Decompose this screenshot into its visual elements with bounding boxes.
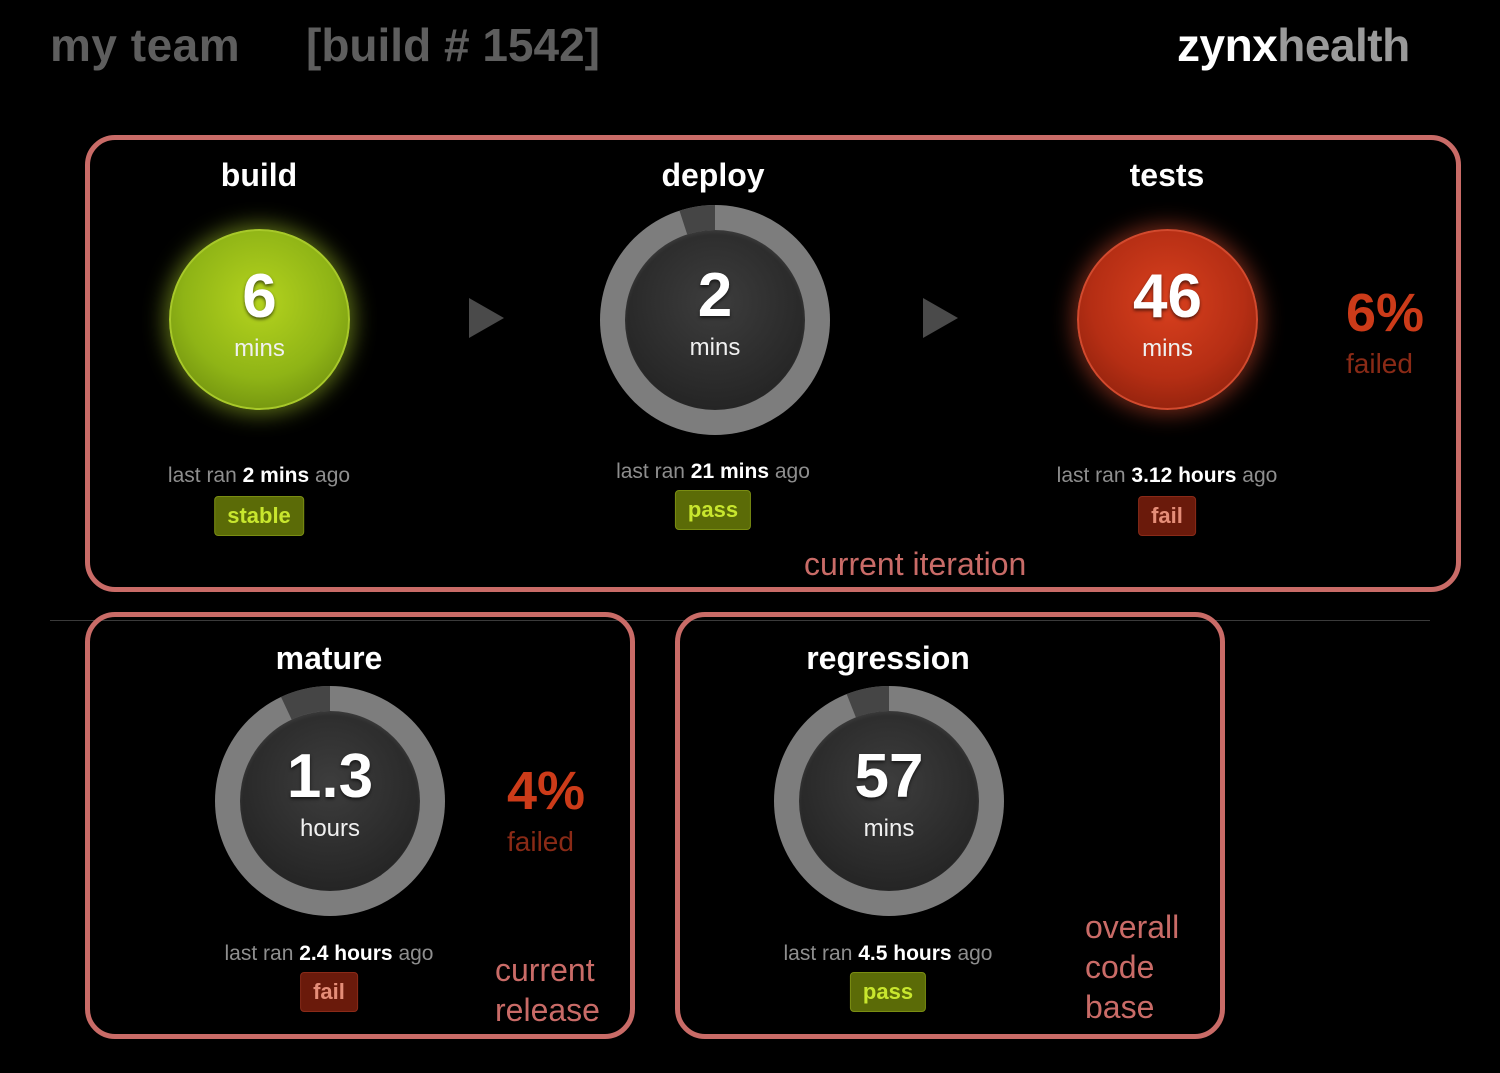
build-last-ran: last ran 2 mins ago — [168, 464, 350, 488]
caption-line: current — [495, 952, 595, 988]
build-title: build — [220, 157, 298, 193]
ring-remaining-arc — [281, 686, 331, 720]
last-ran-suffix: ago — [398, 942, 434, 965]
current-iteration-caption: current iteration — [804, 546, 1027, 582]
regression-duration-unit: mins — [863, 815, 915, 842]
mature-last-ran: last ran 2.4 hours ago — [225, 942, 434, 966]
last-ran-suffix: ago — [774, 460, 810, 483]
arrow-right-icon — [923, 298, 958, 338]
deploy-duration-unit: mins — [689, 334, 741, 361]
deploy-progress-ring[interactable]: 2 mins — [600, 205, 830, 435]
last-ran-value: 2 mins — [242, 464, 310, 487]
mature-duration-value: 1.3 — [286, 742, 374, 811]
regression-status-badge[interactable]: pass — [849, 972, 927, 1012]
mature-duration-unit: hours — [299, 815, 361, 842]
caption-line: overall — [1085, 909, 1180, 945]
regression-center-disc: 57 mins — [799, 711, 979, 891]
progress-arc — [281, 686, 331, 720]
regression-last-ran: last ran 4.5 hours ago — [784, 942, 993, 966]
build-status-badge[interactable]: stable — [214, 496, 304, 536]
arrow-right-icon — [469, 298, 504, 338]
deploy-title: deploy — [661, 157, 765, 193]
deploy-last-ran: last ran 21 mins ago — [616, 460, 810, 484]
tests-title: tests — [1129, 157, 1205, 193]
tests-duration-unit: mins — [1142, 335, 1193, 362]
ring-remaining-arc — [679, 205, 716, 235]
section-divider — [50, 620, 1430, 621]
caption-line: code — [1085, 949, 1155, 985]
build-status-circle[interactable]: 6 mins — [169, 229, 350, 410]
mature-title: mature — [275, 640, 383, 676]
tests-status-badge[interactable]: fail — [1138, 496, 1196, 536]
last-ran-prefix: last ran — [167, 464, 237, 487]
last-ran-prefix: last ran — [783, 942, 853, 965]
tests-status-circle[interactable]: 46 mins — [1077, 229, 1258, 410]
last-ran-suffix: ago — [315, 464, 351, 487]
deploy-duration-value: 2 — [697, 261, 733, 330]
logo: zynxhealth — [1177, 18, 1410, 72]
logo-part-2: health — [1277, 19, 1410, 71]
last-ran-value: 21 mins — [690, 460, 770, 483]
last-ran-value: 4.5 hours — [858, 942, 952, 965]
last-ran-suffix: ago — [957, 942, 993, 965]
team-name: my team — [50, 19, 241, 71]
mature-failed-percent: 4% — [507, 761, 586, 821]
regression-title: regression — [806, 640, 970, 676]
deploy-status-badge[interactable]: pass — [674, 490, 752, 530]
progress-arc — [846, 686, 890, 718]
progress-arc — [679, 205, 716, 235]
caption-line: release — [495, 992, 600, 1028]
ring-remaining-arc — [846, 686, 890, 718]
mature-progress-ring[interactable]: 1.3 hours — [215, 686, 445, 916]
mature-status-badge[interactable]: fail — [300, 972, 358, 1012]
overall-code-base-caption: overall code base — [1085, 907, 1179, 1027]
tests-last-ran: last ran 3.12 hours ago — [1057, 464, 1278, 488]
current-iteration-panel — [85, 135, 1461, 592]
last-ran-prefix: last ran — [224, 942, 294, 965]
tests-failed-label: failed — [1346, 348, 1413, 379]
mature-center-disc: 1.3 hours — [240, 711, 420, 891]
last-ran-value: 3.12 hours — [1131, 464, 1237, 487]
last-ran-prefix: last ran — [616, 460, 685, 483]
build-duration-unit: mins — [234, 335, 285, 362]
overall-code-base-panel — [675, 612, 1225, 1039]
deploy-center-disc: 2 mins — [625, 230, 805, 410]
build-duration-value: 6 — [242, 262, 277, 331]
tests-failed-percent: 6% — [1346, 283, 1425, 343]
last-ran-suffix: ago — [1242, 464, 1278, 487]
caption-line: base — [1085, 989, 1155, 1025]
last-ran-prefix: last ran — [1056, 464, 1126, 487]
build-number: [build # 1542] — [306, 19, 600, 71]
regression-progress-ring[interactable]: 57 mins — [774, 686, 1004, 916]
tests-duration-value: 46 — [1133, 262, 1202, 331]
last-ran-value: 2.4 hours — [299, 942, 393, 965]
logo-part-1: zynx — [1177, 19, 1278, 71]
mature-failed-label: failed — [507, 826, 574, 857]
current-release-caption: current release — [495, 950, 600, 1030]
regression-duration-value: 57 — [854, 742, 924, 811]
current-release-panel — [85, 612, 635, 1039]
